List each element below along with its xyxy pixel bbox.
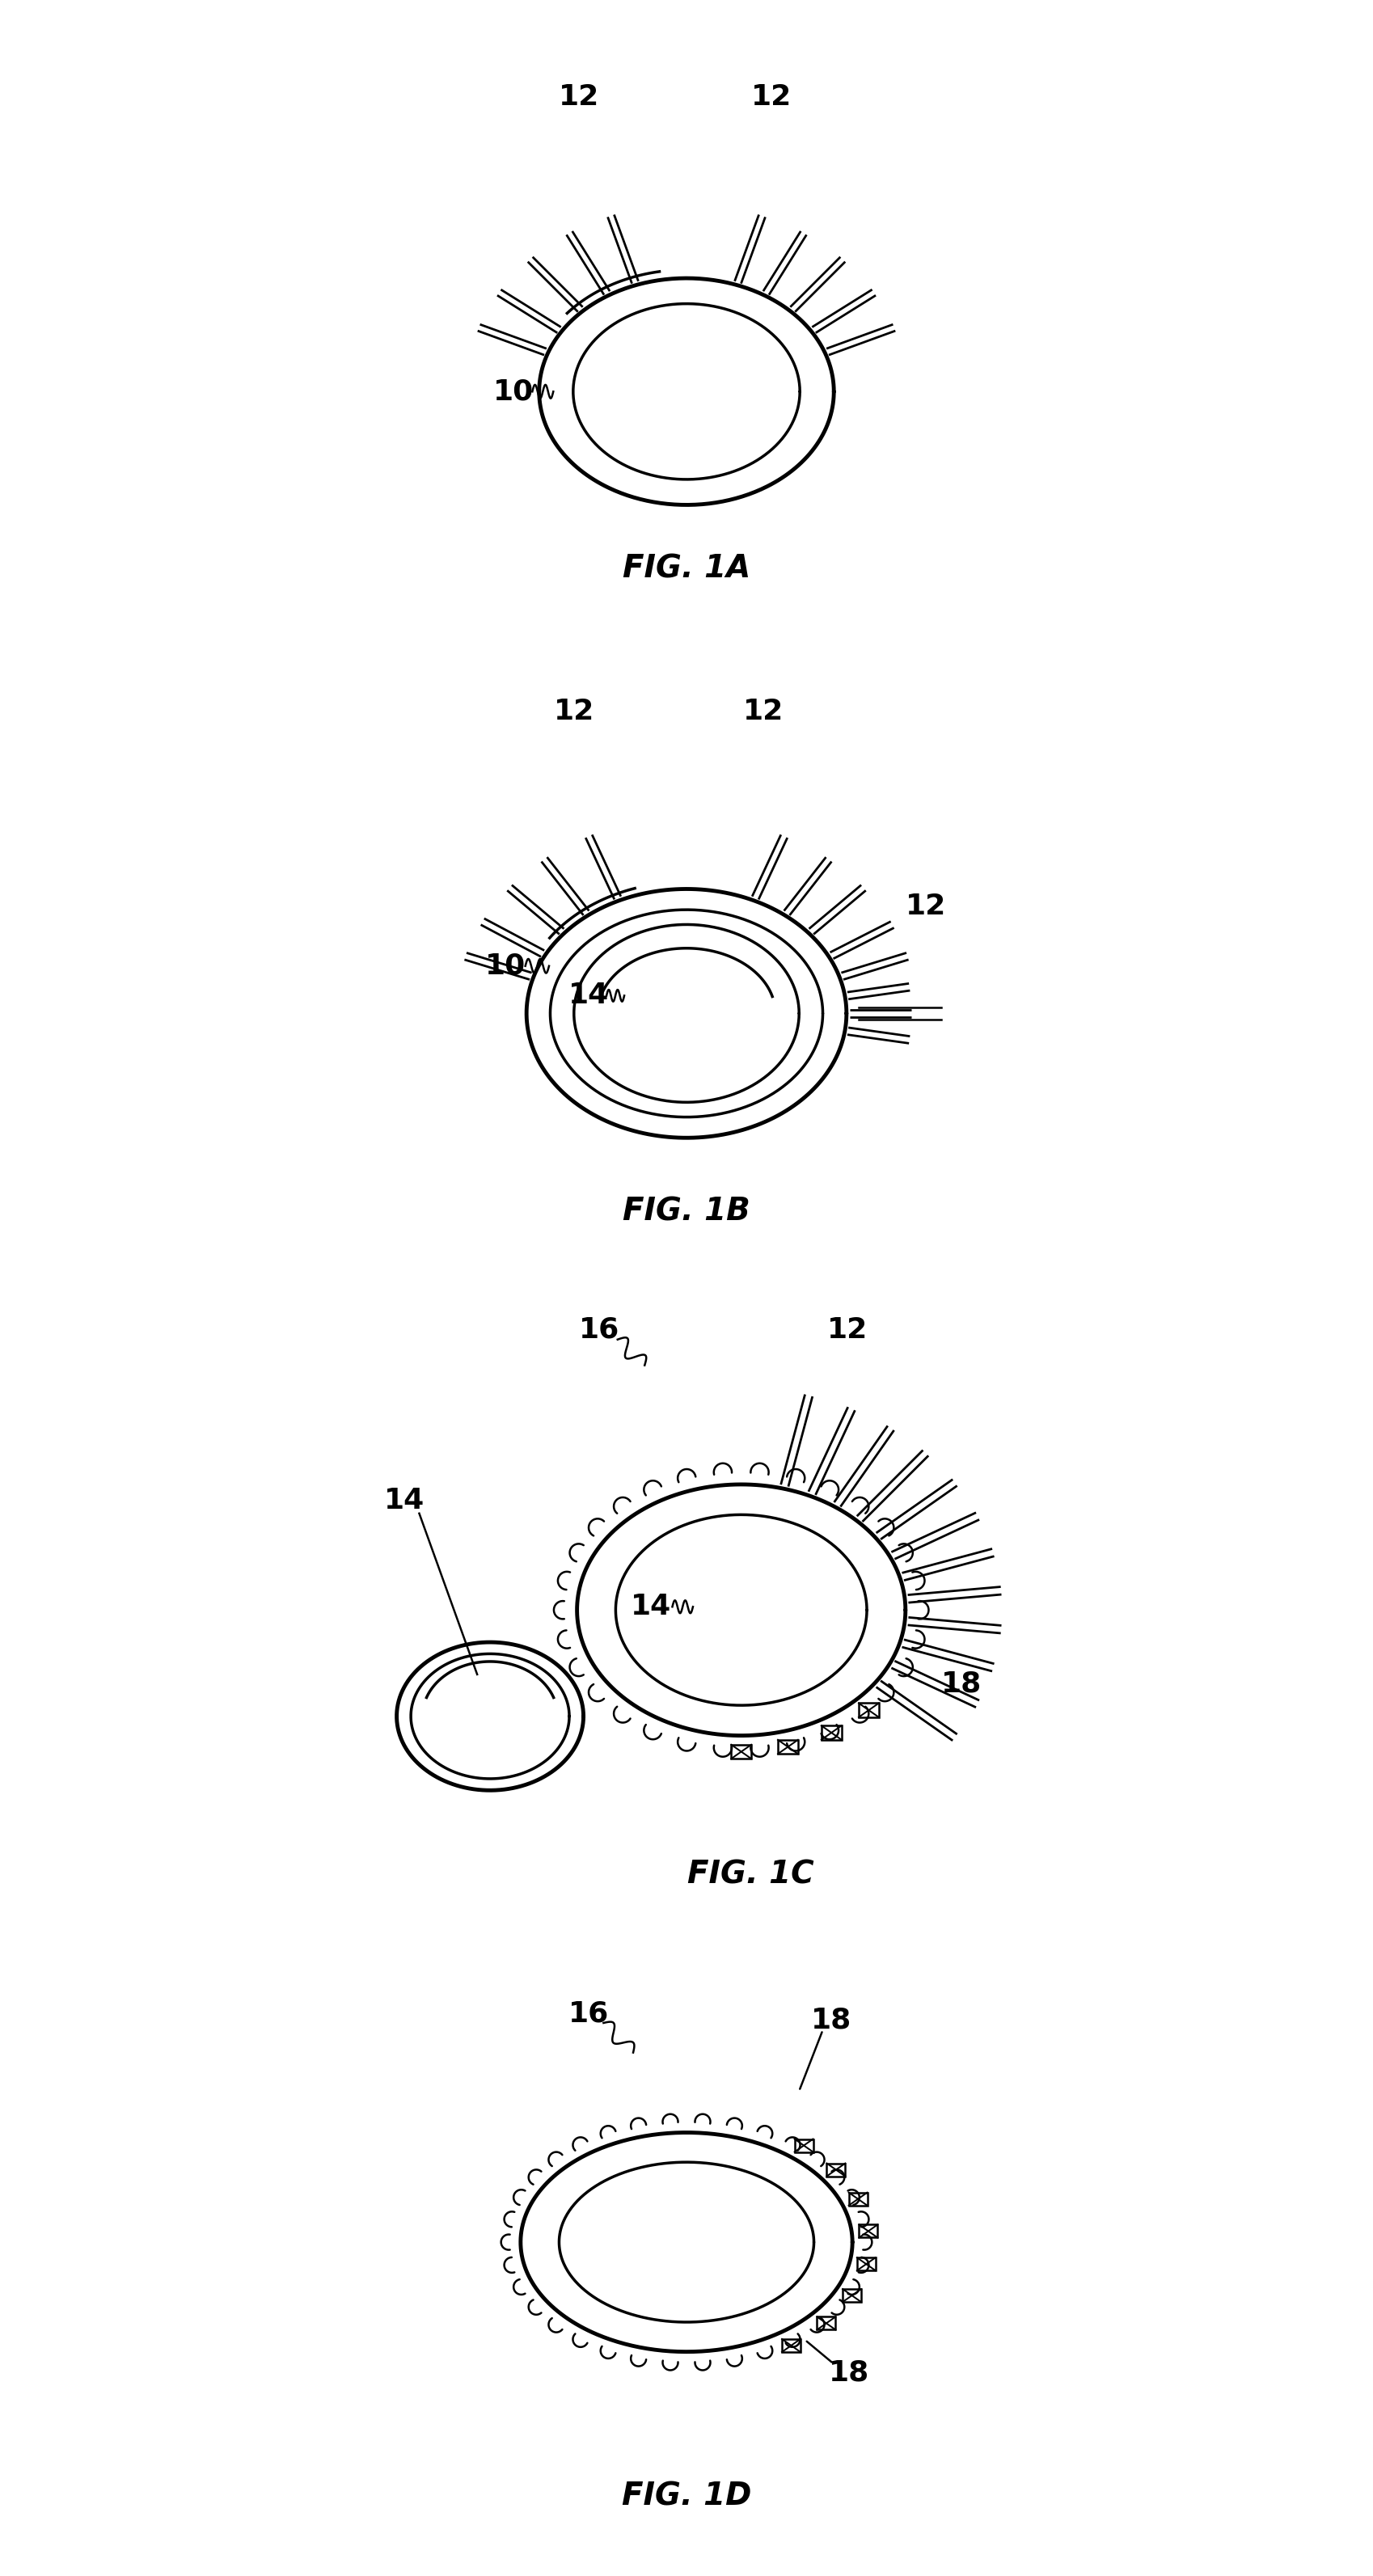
Text: 10: 10 bbox=[493, 379, 534, 404]
Text: FIG. 1D: FIG. 1D bbox=[622, 2481, 751, 2512]
Text: 16: 16 bbox=[568, 2002, 610, 2027]
Text: 12: 12 bbox=[751, 82, 792, 111]
Text: 14: 14 bbox=[568, 981, 610, 1010]
Text: 12: 12 bbox=[827, 1316, 868, 1345]
Text: 14: 14 bbox=[630, 1592, 671, 1620]
Text: 12: 12 bbox=[743, 698, 784, 724]
Text: 18: 18 bbox=[941, 1669, 982, 1698]
Text: 16: 16 bbox=[579, 1316, 619, 1345]
Text: 12: 12 bbox=[559, 82, 599, 111]
Text: FIG. 1B: FIG. 1B bbox=[623, 1195, 750, 1226]
Text: 12: 12 bbox=[906, 894, 946, 920]
Text: 10: 10 bbox=[486, 953, 526, 979]
Text: 18: 18 bbox=[811, 2007, 853, 2032]
Text: FIG. 1C: FIG. 1C bbox=[688, 1860, 814, 1891]
Text: FIG. 1A: FIG. 1A bbox=[622, 554, 751, 585]
Text: 14: 14 bbox=[384, 1486, 424, 1515]
Text: 12: 12 bbox=[553, 698, 595, 724]
Text: 18: 18 bbox=[829, 2360, 869, 2385]
